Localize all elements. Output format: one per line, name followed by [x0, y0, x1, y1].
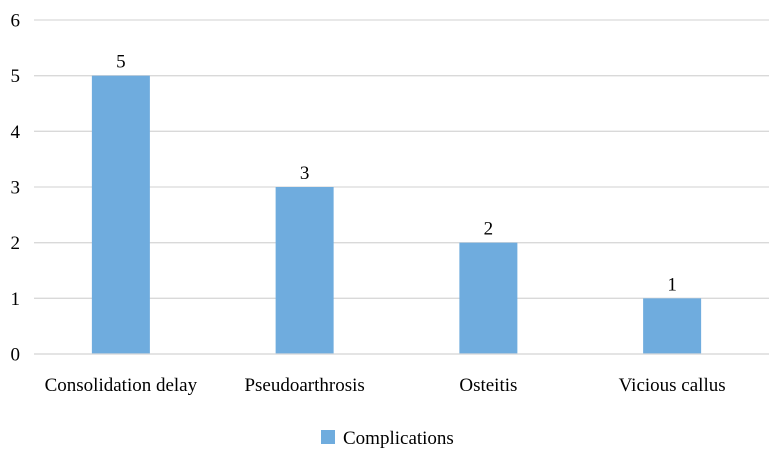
bar-value-label: 5 — [116, 52, 126, 73]
x-category-label: Pseudoarthrosis — [244, 375, 364, 396]
y-tick-label: 0 — [11, 345, 21, 366]
legend: Complications — [321, 428, 454, 449]
y-axis-tick-labels: 0 1 2 3 4 5 6 — [11, 11, 21, 366]
bar — [91, 75, 150, 355]
y-tick-label: 6 — [11, 11, 21, 32]
x-category-label: Vicious callus — [619, 375, 726, 396]
bar — [459, 242, 518, 354]
y-tick-label: 2 — [11, 233, 21, 254]
gridlines — [34, 19, 769, 355]
x-category-label: Consolidation delay — [45, 375, 198, 396]
y-tick-label: 1 — [11, 289, 21, 310]
x-axis-category-labels: Consolidation delay Pseudoarthrosis Osteit… — [45, 375, 726, 396]
x-category-label: Osteitis — [459, 375, 517, 396]
bar-value-label: 1 — [667, 274, 677, 295]
y-tick-label: 3 — [11, 178, 21, 199]
legend-swatch-complications — [321, 430, 335, 444]
legend-label-complications: Complications — [343, 428, 454, 449]
y-tick-label: 4 — [11, 122, 21, 143]
bars — [34, 75, 769, 355]
bar-value-labels: 5 3 2 1 — [116, 52, 677, 296]
bar-value-label: 2 — [484, 219, 494, 240]
y-tick-label: 5 — [11, 66, 21, 87]
bar-value-label: 3 — [300, 163, 310, 184]
bar — [275, 187, 334, 354]
bar — [643, 298, 702, 354]
